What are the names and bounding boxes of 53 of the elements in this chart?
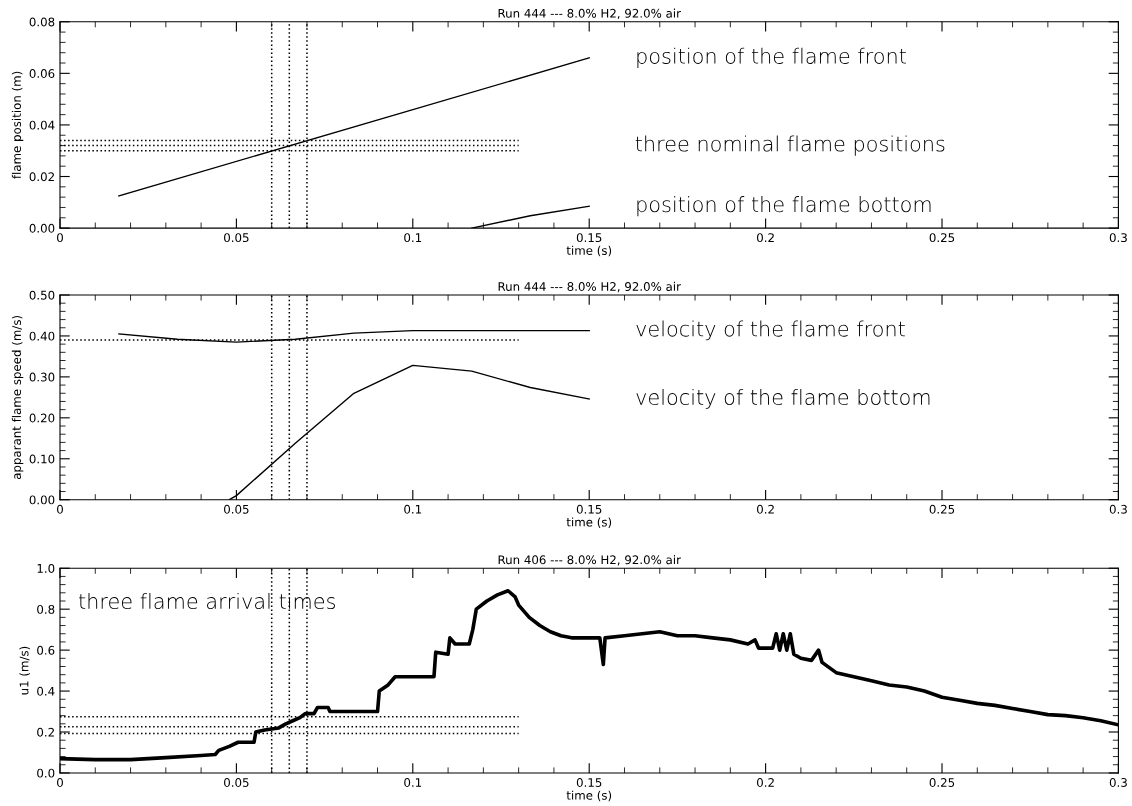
x-tick-label: 0.15 bbox=[576, 504, 602, 514]
chart-title: Run 444 --- 8.0% H2, 92.0% air bbox=[498, 8, 681, 19]
x-axis-title: time (s) bbox=[566, 790, 612, 802]
x-tick-label: 0.15 bbox=[576, 233, 602, 243]
y-tick-label: 0.0 bbox=[37, 768, 55, 778]
text: position of the flame bottom bbox=[637, 196, 931, 217]
x-axis-title: time (s) bbox=[566, 517, 612, 528]
y-axis-title: u1 (m/s) bbox=[19, 646, 30, 695]
y-tick-label: 0.6 bbox=[37, 645, 55, 655]
y-tick-label: 0.02 bbox=[29, 172, 54, 182]
x-tick-label: 0.25 bbox=[929, 504, 955, 514]
x-tick-label: 0.2 bbox=[757, 504, 774, 514]
y-tick-label: 0.08 bbox=[29, 17, 55, 27]
y-tick-label: 0.2 bbox=[37, 727, 54, 737]
y-tick-label: 0.30 bbox=[29, 372, 55, 382]
y-tick-label: 0.20 bbox=[29, 413, 55, 423]
y-tick-label: 0.50 bbox=[29, 290, 55, 300]
y-tick-label: 0.00 bbox=[29, 223, 55, 233]
x-tick-label: 0.1 bbox=[404, 778, 422, 787]
y-tick-label: 0.00 bbox=[29, 495, 55, 505]
y-tick-label: 0.8 bbox=[37, 604, 55, 614]
chart-title: Run 406 --- 8.0% H2, 92.0% air bbox=[498, 555, 681, 566]
y-axis-title: apparant flame speed (m/s) bbox=[11, 315, 24, 480]
y-tick-label: 0.04 bbox=[29, 120, 55, 130]
x-tick-label: 0.3 bbox=[1109, 504, 1127, 514]
x-tick-label: 0.1 bbox=[404, 504, 422, 514]
legend-label: position of the flame front bbox=[637, 47, 906, 68]
x-axis-title: time (s) bbox=[566, 245, 612, 257]
x-tick-label: 0.25 bbox=[929, 778, 955, 787]
x-tick-label: 0.2 bbox=[757, 233, 774, 243]
x-tick-label: 0.25 bbox=[929, 233, 955, 243]
text: velocity of the flame bottom bbox=[636, 388, 930, 409]
x-tick-label: 0.3 bbox=[1109, 233, 1127, 243]
legend-label: velocity of the flame front bbox=[636, 320, 905, 341]
x-tick-label: 0.05 bbox=[224, 233, 249, 243]
x-tick-label: 0.15 bbox=[576, 778, 602, 787]
y-axis-title: flame position (m) bbox=[11, 71, 24, 179]
y-tick-label: 0.40 bbox=[29, 331, 55, 341]
x-tick-label: 0.05 bbox=[224, 778, 249, 787]
x-tick-label: 0 bbox=[57, 504, 63, 514]
annotation: three flame arrival times bbox=[79, 592, 335, 610]
annotation: three nominal flame positions bbox=[635, 135, 945, 156]
y-tick-label: 0.4 bbox=[37, 686, 55, 696]
y-tick-label: 0.06 bbox=[29, 69, 55, 78]
x-tick-label: 0.1 bbox=[404, 233, 422, 243]
chart-title: Run 444 --- 8.0% H2, 92.0% air bbox=[498, 281, 681, 293]
y-tick-label: 0.10 bbox=[29, 454, 55, 464]
x-tick-label: 0.3 bbox=[1109, 778, 1127, 787]
x-tick-label: 0 bbox=[57, 233, 63, 243]
x-tick-label: 0.2 bbox=[757, 778, 774, 787]
y-tick-label: 1.0 bbox=[37, 563, 55, 573]
x-tick-label: 0.05 bbox=[224, 504, 249, 514]
x-tick-label: 0 bbox=[57, 778, 63, 787]
